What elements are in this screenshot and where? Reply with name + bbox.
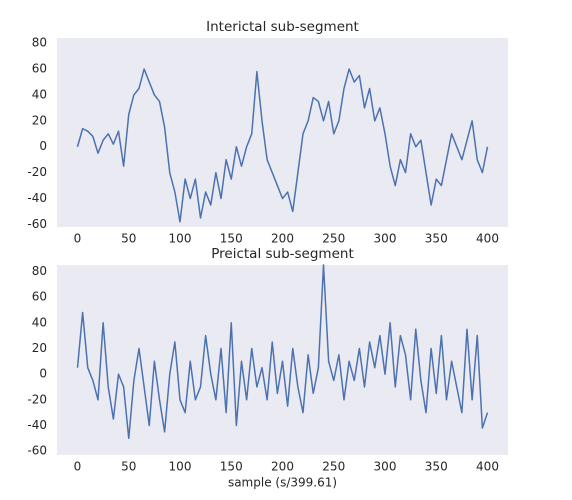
y-tick-label: 80 — [32, 264, 47, 278]
y-tick-label: -60 — [27, 444, 47, 458]
x-tick-label: 200 — [271, 232, 294, 246]
x-tick-label: 150 — [220, 460, 243, 474]
x-tick-label: 50 — [121, 460, 136, 474]
y-tick-label: 0 — [39, 367, 47, 381]
y-tick-label: 0 — [39, 139, 47, 153]
y-tick-label: 40 — [32, 315, 47, 329]
y-tick-label: -60 — [27, 217, 47, 231]
x-tick-label: 150 — [220, 232, 243, 246]
x-tick-label: 100 — [169, 232, 192, 246]
y-tick-label: 20 — [32, 113, 47, 127]
x-tick-label: 350 — [425, 232, 448, 246]
x-tick-label: 300 — [374, 232, 397, 246]
x-tick-label: 300 — [374, 460, 397, 474]
y-tick-label: -40 — [27, 418, 47, 432]
chart-title: Preictal sub-segment — [211, 246, 354, 262]
x-tick-label: 50 — [121, 232, 136, 246]
plot-area — [57, 265, 508, 455]
y-tick-label: -20 — [27, 392, 47, 406]
y-tick-label: 20 — [32, 341, 47, 355]
data-line — [76, 68, 489, 223]
x-tick-label: 400 — [476, 460, 499, 474]
x-tick-label: 250 — [322, 232, 345, 246]
x-tick-label: 100 — [169, 460, 192, 474]
y-tick-label: 60 — [32, 62, 47, 76]
x-tick-label: 400 — [476, 232, 499, 246]
y-tick-label: -40 — [27, 191, 47, 205]
y-tick-label: 60 — [32, 290, 47, 304]
y-tick-label: 80 — [32, 36, 47, 50]
y-tick-label: 40 — [32, 87, 47, 101]
x-tick-label: 350 — [425, 460, 448, 474]
x-tick-label: 0 — [74, 232, 82, 246]
x-tick-label: 0 — [74, 460, 82, 474]
chart-title: Interictal sub-segment — [206, 19, 359, 35]
x-tick-label: 200 — [271, 460, 294, 474]
x-axis-label: sample (s/399.61) — [228, 476, 337, 490]
data-line — [76, 264, 489, 440]
x-tick-label: 250 — [322, 460, 345, 474]
y-tick-label: -20 — [27, 165, 47, 179]
